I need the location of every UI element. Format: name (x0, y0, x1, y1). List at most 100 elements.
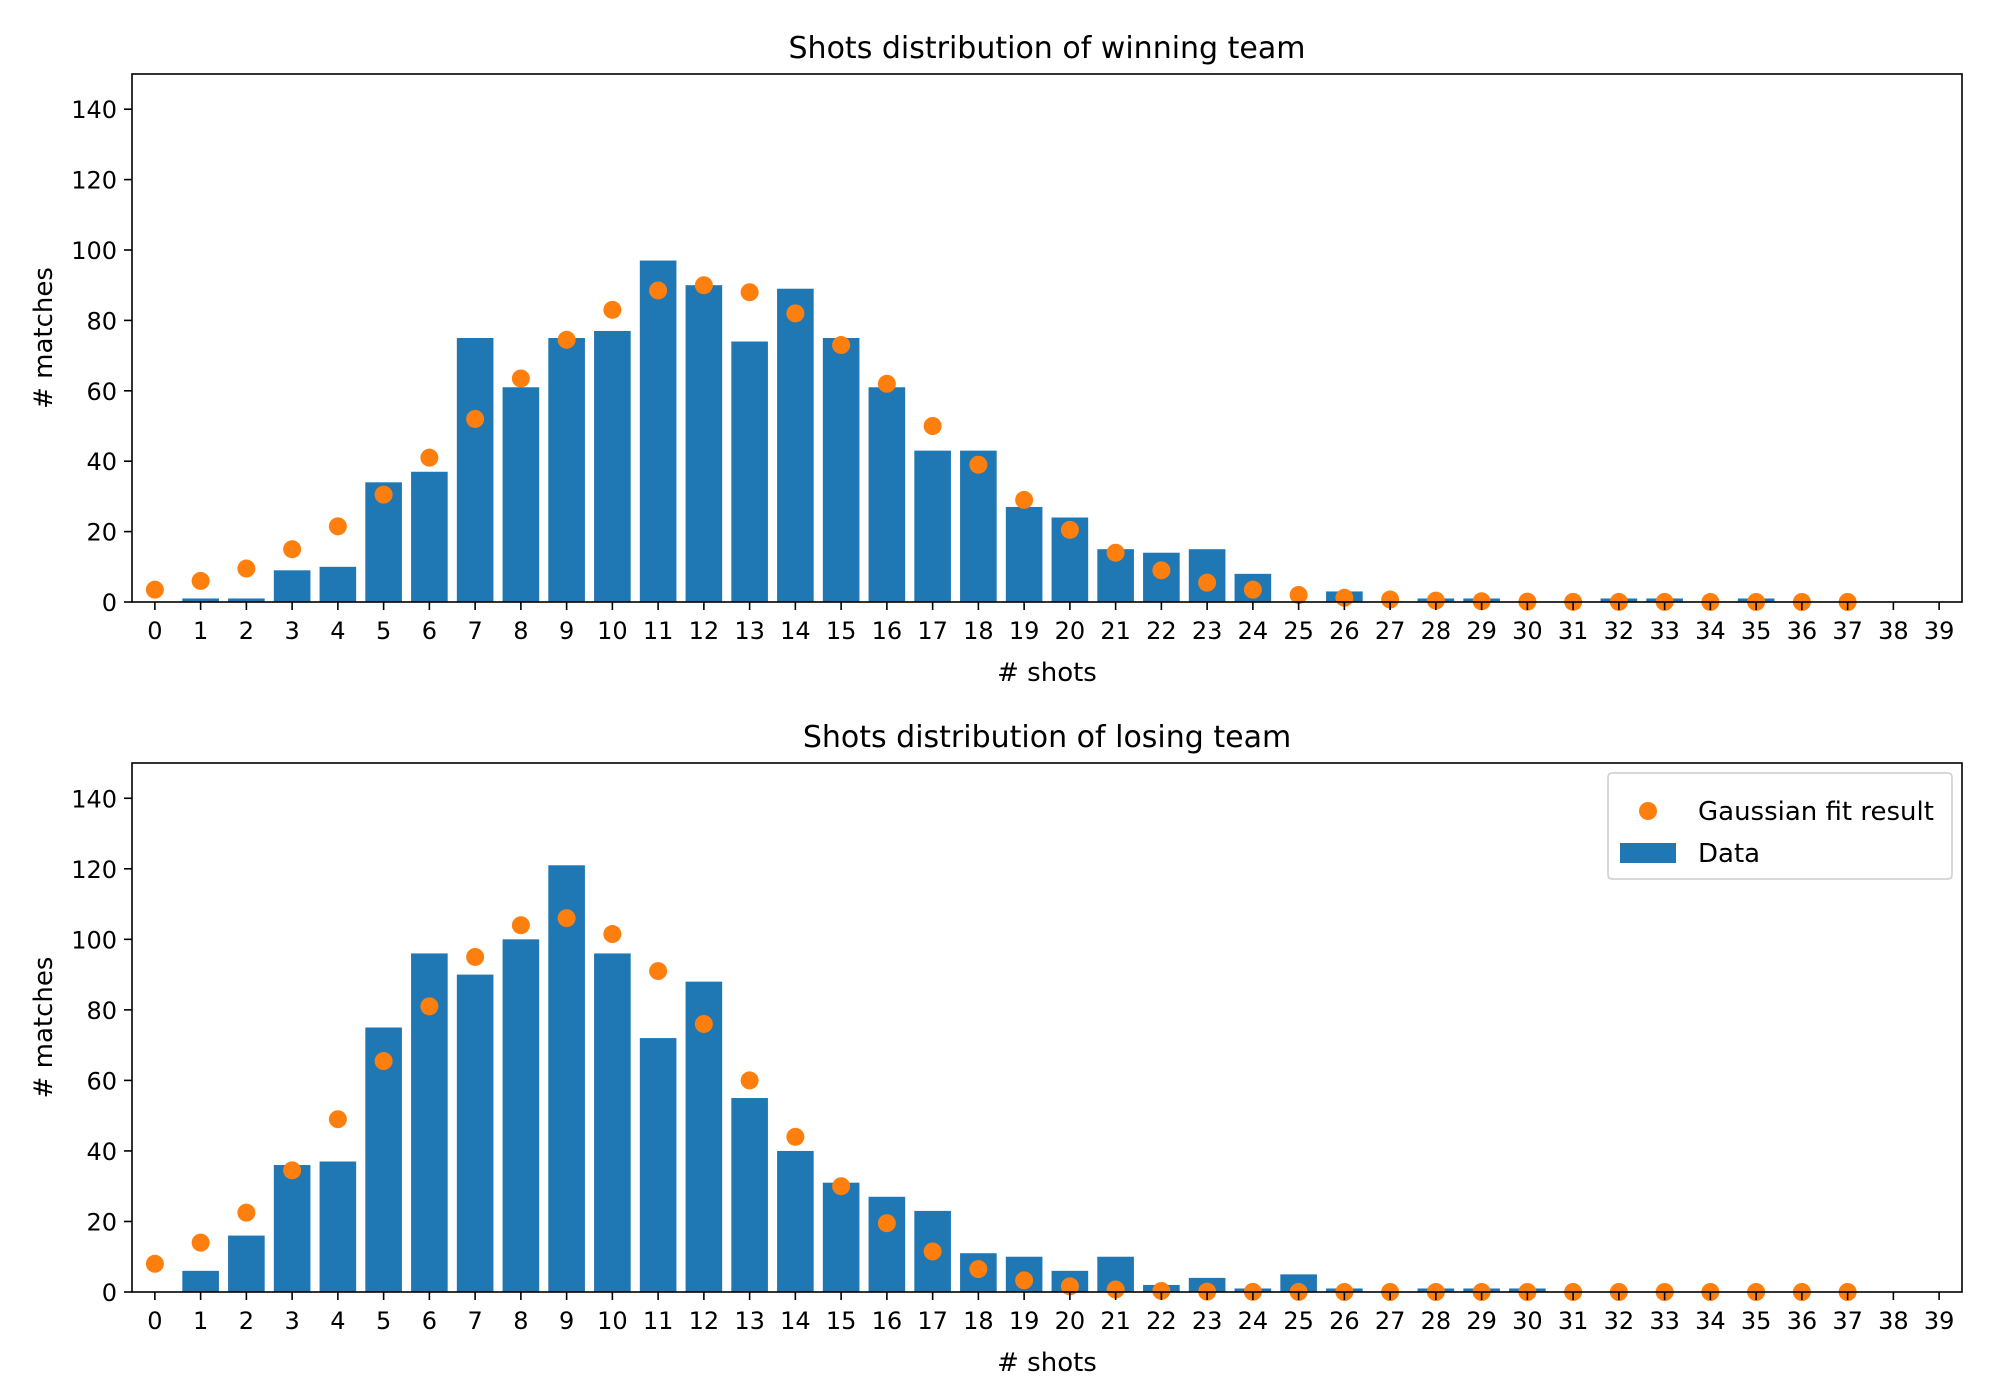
bar-14 (777, 288, 814, 602)
x-axis-label: # shots (997, 658, 1097, 688)
y-tick-label: 80 (86, 997, 117, 1025)
fit-point-19 (1015, 490, 1034, 509)
x-tick-label: 3 (284, 617, 299, 645)
x-tick-label: 37 (1832, 1307, 1863, 1335)
x-tick-label: 23 (1192, 1307, 1223, 1335)
y-axis-label: # matches (29, 957, 59, 1099)
fit-point-25 (1289, 585, 1308, 604)
fit-point-14 (786, 304, 805, 323)
fit-point-12 (694, 1014, 713, 1033)
bar-3 (273, 570, 311, 602)
x-tick-label: 8 (513, 1307, 528, 1335)
x-tick-label: 24 (1238, 1307, 1269, 1335)
x-tick-label: 18 (963, 1307, 994, 1335)
x-tick-label: 15 (826, 617, 857, 645)
x-tick-label: 24 (1238, 617, 1269, 645)
fit-point-2 (237, 559, 256, 578)
fit-point-27 (1381, 590, 1400, 609)
y-tick-label: 40 (86, 448, 117, 476)
y-tick-label: 100 (71, 926, 117, 954)
fit-point-8 (511, 916, 530, 935)
fit-point-20 (1060, 520, 1079, 539)
bar-1 (182, 1270, 219, 1292)
x-axis-label: # shots (997, 1348, 1097, 1378)
x-tick-label: 16 (872, 1307, 903, 1335)
plot-frame (131, 73, 1963, 603)
bar-18 (960, 450, 997, 602)
x-tick-label: 20 (1055, 617, 1086, 645)
legend-marker-gaussian-fit (1639, 802, 1657, 820)
fit-point-21 (1106, 1280, 1125, 1299)
plot-frame (131, 762, 1963, 1293)
bar-12 (685, 981, 723, 1292)
x-tick-label: 4 (330, 617, 345, 645)
bar-11 (639, 260, 677, 602)
bar-9 (548, 338, 585, 602)
x-tick-label: 29 (1466, 617, 1497, 645)
fit-point-19 (1015, 1271, 1034, 1290)
x-tick-label: 31 (1558, 617, 1589, 645)
bar-2 (228, 1235, 265, 1292)
fit-point-12 (694, 276, 713, 295)
bar-17 (914, 450, 951, 602)
bar-8 (502, 387, 540, 602)
x-tick-label: 11 (643, 617, 674, 645)
fit-point-22 (1152, 1281, 1171, 1300)
fit-point-3 (283, 540, 302, 559)
x-tick-label: 26 (1329, 617, 1360, 645)
x-tick-label: 19 (1009, 1307, 1040, 1335)
bar-7 (456, 338, 494, 602)
x-tick-label: 34 (1695, 617, 1726, 645)
y-tick-label: 60 (86, 1067, 117, 1095)
x-tick-label: 7 (467, 1307, 482, 1335)
y-tick-label: 120 (71, 856, 117, 884)
fit-point-6 (420, 448, 439, 467)
x-tick-label: 10 (597, 1307, 628, 1335)
x-tick-label: 30 (1512, 617, 1543, 645)
bar-10 (594, 330, 631, 602)
fit-point-17 (923, 1242, 942, 1261)
bar-5 (365, 1027, 402, 1292)
x-tick-label: 38 (1878, 617, 1909, 645)
fit-point-7 (466, 409, 485, 428)
bar-13 (731, 1098, 768, 1292)
fit-point-22 (1152, 561, 1171, 580)
bar-14 (777, 1150, 814, 1292)
fit-point-0 (145, 580, 164, 599)
x-tick-label: 32 (1604, 617, 1635, 645)
y-axis-ticks: 0 20 40 60 80 100 120 140 (71, 96, 132, 617)
x-tick-label: 17 (917, 617, 948, 645)
x-tick-label: 16 (872, 617, 903, 645)
x-tick-label: 39 (1924, 1307, 1955, 1335)
x-tick-label: 26 (1329, 1307, 1360, 1335)
x-tick-label: 8 (513, 617, 528, 645)
bar-16 (868, 387, 906, 602)
legend-label-gaussian-fit: Gaussian fit result (1698, 797, 1934, 827)
y-tick-label: 140 (71, 96, 117, 124)
fit-point-16 (877, 1214, 896, 1233)
x-tick-label: 6 (422, 1307, 437, 1335)
x-axis-ticks: 0 1 2 3 4 5 6 7 8 9 10 11 12 13 14 15 16 17 18 19 20 21 22 23 24… (147, 1292, 1954, 1335)
fit-point-3 (283, 1161, 302, 1180)
fit-point-18 (969, 455, 988, 474)
chart-title: Shots distribution of winning team (789, 31, 1306, 66)
legend: Gaussian fit result Data (1607, 772, 1953, 880)
x-tick-label: 17 (917, 1307, 948, 1335)
x-tick-label: 22 (1146, 1307, 1177, 1335)
fit-point-6 (420, 997, 439, 1016)
x-axis-ticks: 0 1 2 3 4 5 6 7 8 9 10 11 12 13 14 15 16 17 18 19 20 21 22 23 24… (147, 602, 1954, 645)
fit-point-2 (237, 1203, 256, 1222)
x-tick-label: 38 (1878, 1307, 1909, 1335)
x-tick-label: 23 (1192, 617, 1223, 645)
x-tick-label: 1 (193, 1307, 208, 1335)
fit-point-13 (740, 1071, 759, 1090)
fit-point-9 (557, 909, 576, 928)
bar-2 (228, 598, 265, 602)
y-axis-ticks: 0 20 40 60 80 100 120 140 (71, 785, 132, 1307)
bar-6 (411, 471, 448, 602)
fit-point-13 (740, 283, 759, 302)
fit-point-9 (557, 330, 576, 349)
bar-8 (502, 939, 540, 1292)
x-tick-label: 27 (1375, 617, 1406, 645)
x-tick-label: 18 (963, 617, 994, 645)
